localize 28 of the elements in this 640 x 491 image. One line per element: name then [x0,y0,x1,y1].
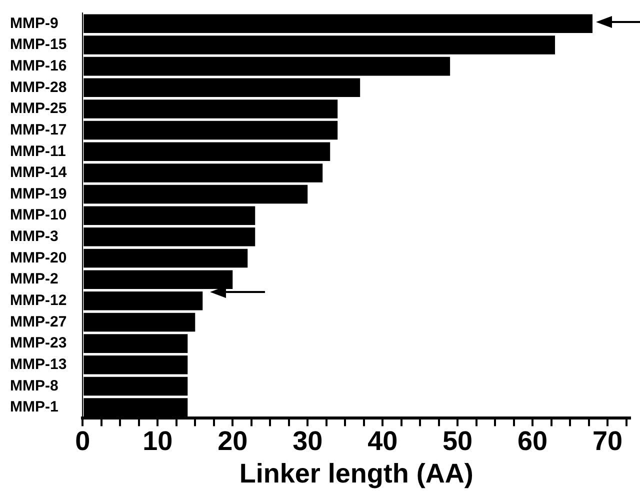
x-tick-label: 30 [292,426,323,456]
y-tick-label: MMP-23 [10,334,67,352]
y-tick-label: MMP-25 [10,100,67,118]
y-tick-label: MMP-20 [10,249,67,266]
x-tick-label: 50 [442,426,473,456]
x-tick-label: 0 [75,426,90,456]
y-tick-label: MMP-19 [10,185,67,202]
y-tick-label: MMP-13 [10,356,67,374]
y-tick-label: MMP-16 [10,57,67,74]
y-tick-label: MMP-27 [10,313,67,330]
y-tick-label: MMP-12 [10,292,67,310]
y-tick-label: MMP-2 [10,270,58,288]
y-tick-label: MMP-9 [10,14,58,32]
y-tick-label: MMP-15 [10,36,67,54]
y-tick-label: MMP-10 [10,206,67,224]
x-axis-title: Linker length (AA) [239,458,474,488]
y-tick-label: MMP-14 [10,164,68,182]
y-tick-label: MMP-17 [10,121,67,138]
y-tick-label: MMP-11 [10,142,66,160]
x-tick-label: 70 [592,426,623,456]
y-tick-label: MMP-3 [10,228,58,246]
x-tick-label: 10 [142,426,173,456]
x-tick-label: 60 [518,426,548,456]
y-tick-label: MMP-1 [10,398,58,416]
y-tick-label: MMP-8 [10,377,58,394]
x-tick-label: 40 [368,426,398,456]
x-tick-label: 20 [218,426,248,456]
y-tick-label: MMP-28 [10,78,67,96]
